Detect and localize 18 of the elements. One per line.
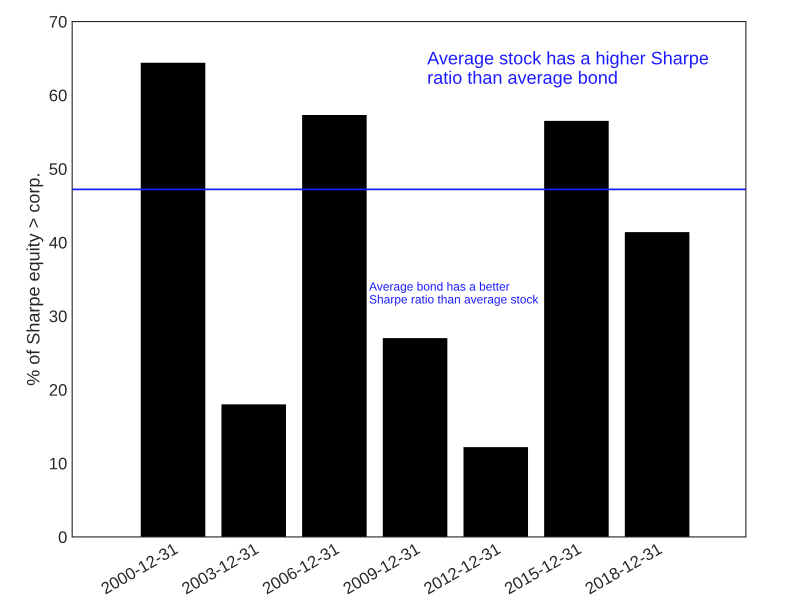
y-tick-label: 30 [49,310,67,322]
y-tick-label: 50 [49,163,67,175]
bar [221,404,286,537]
bar [624,232,690,537]
y-tick-label: 20 [50,384,67,396]
bar [140,62,206,537]
bar [382,338,448,537]
y-tick-label: 0 [58,531,67,544]
annotation: Average stock has a higher Sharpe ratio than average bond [427,51,708,88]
annotation: Average bond has a better Sharpe ratio than average stock [369,282,538,306]
bar [302,115,367,537]
y-axis-title: % of Sharpe equity > corp. [26,174,44,386]
bar [544,120,609,537]
bar [463,447,528,537]
y-tick-label: 70 [50,16,67,28]
y-tick-label: 10 [50,458,67,470]
y-tick-label: 60 [50,90,67,102]
y-tick-label: 40 [49,236,67,249]
